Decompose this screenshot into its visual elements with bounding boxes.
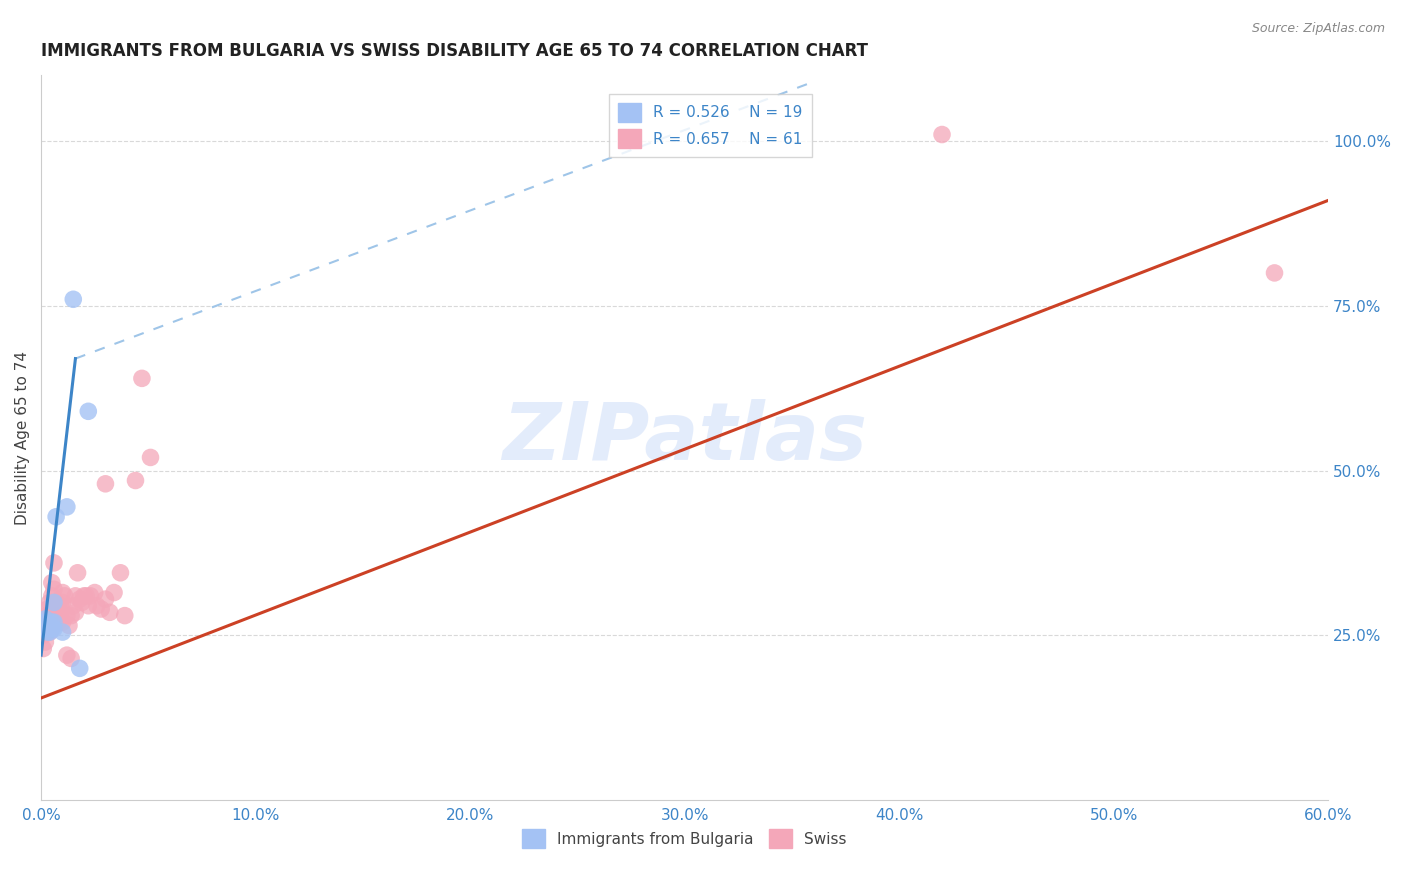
Point [931,128,953,142]
Point [37,625,59,640]
Point [41,589,63,603]
Point [45,509,67,524]
Point [42,595,65,609]
Point [38,625,60,640]
Point [46,599,69,613]
Point [62,599,84,613]
Point [34,608,56,623]
Point [49,605,72,619]
Point [77,599,100,613]
Point [1263,266,1285,280]
Point [37,615,59,630]
Point [53,589,76,603]
Point [42,582,65,597]
Text: IMMIGRANTS FROM BULGARIA VS SWISS DISABILITY AGE 65 TO 74 CORRELATION CHART: IMMIGRANTS FROM BULGARIA VS SWISS DISABI… [41,42,868,60]
Point [38,618,60,632]
Point [98,605,121,619]
Point [94,476,117,491]
Point [114,608,136,623]
Point [58,618,80,632]
Point [103,585,125,599]
Point [38,625,60,640]
Point [42,608,65,623]
Point [94,592,117,607]
Point [75,589,97,603]
Point [34,622,56,636]
Point [62,293,84,307]
Text: Source: ZipAtlas.com: Source: ZipAtlas.com [1251,22,1385,36]
Point [139,450,162,465]
Point [42,615,65,630]
Point [51,625,73,640]
Point [110,566,132,580]
Point [60,608,83,623]
Legend: R = 0.526    N = 19, R = 0.657    N = 61: R = 0.526 N = 19, R = 0.657 N = 61 [609,94,811,157]
Point [79,589,101,603]
Point [34,612,56,626]
Point [41,622,63,636]
Point [41,622,63,636]
Point [38,608,60,623]
Point [69,592,91,607]
Point [49,599,72,613]
Point [73,589,96,603]
Point [32,615,55,630]
Point [86,599,108,613]
Point [124,474,146,488]
Point [45,612,67,626]
Y-axis label: Disability Age 65 to 74: Disability Age 65 to 74 [15,351,30,524]
Point [66,566,89,580]
Point [60,651,83,665]
Point [69,661,91,675]
Point [70,595,93,609]
Point [38,618,60,632]
Point [42,622,65,636]
Point [46,608,69,623]
Point [41,575,63,590]
Point [42,618,65,632]
Point [37,602,59,616]
Point [38,595,60,609]
Point [41,615,63,630]
Point [32,628,55,642]
Point [56,648,79,662]
Point [45,595,67,609]
Point [42,556,65,570]
Text: ZIPatlas: ZIPatlas [502,399,868,476]
Point [90,602,112,616]
Point [46,615,69,630]
Point [131,371,153,385]
Point [34,635,56,649]
Point [56,500,79,514]
Point [37,622,59,636]
Point [45,605,67,619]
Point [41,612,63,626]
Point [51,615,73,630]
Point [32,622,55,636]
Point [37,625,59,640]
Point [56,608,79,623]
Point [51,595,73,609]
Point [32,641,55,656]
Point [77,404,100,418]
Point [83,585,105,599]
Point [65,605,87,619]
Point [51,585,73,599]
Point [65,589,87,603]
Point [34,622,56,636]
